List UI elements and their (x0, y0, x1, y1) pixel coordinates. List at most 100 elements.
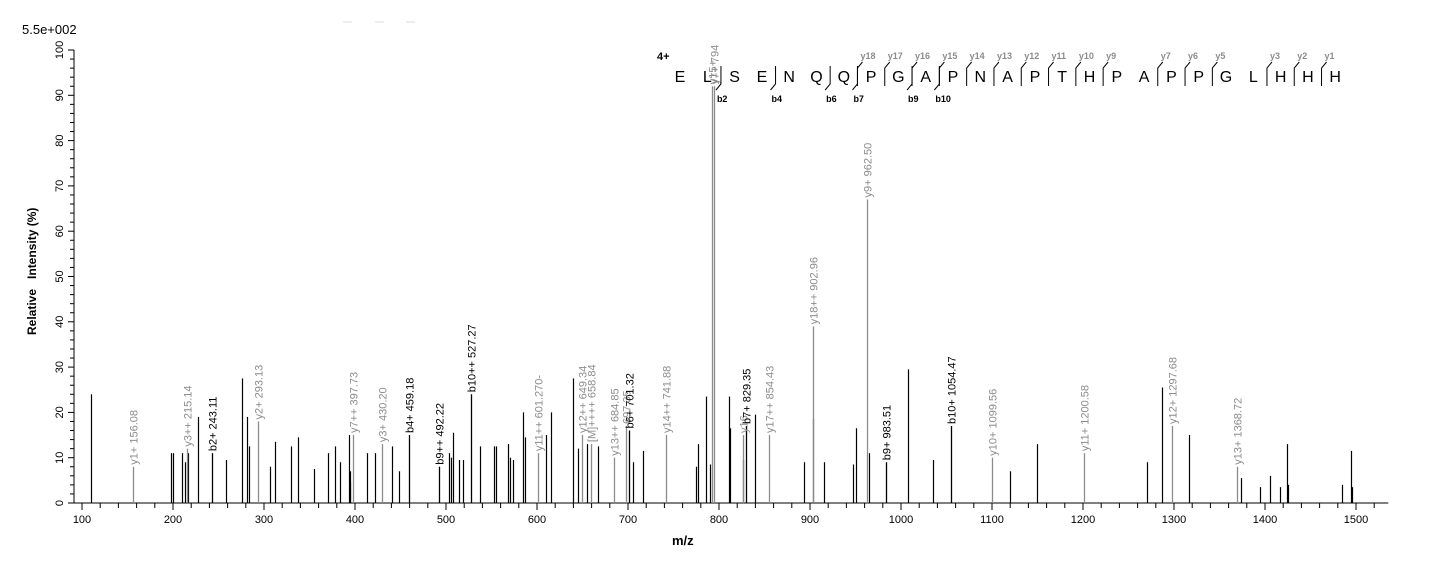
y-ion-marker (1266, 61, 1273, 86)
peak-label: y16 (739, 415, 751, 433)
x-tick-label: 600 (528, 514, 546, 526)
y-ion-label: y17 (888, 51, 903, 61)
peak-label: [M]++++ 658.84 (587, 364, 599, 442)
peak-label: y9+ 962.50 (863, 143, 875, 198)
y-ion-label: y7 (1161, 51, 1171, 61)
peak-label: b10+ 1054.47 (947, 356, 959, 424)
residue: E (757, 69, 768, 86)
y-ion-marker (1020, 61, 1027, 86)
peak-label: y18++ 902.96 (809, 257, 821, 324)
peak-label: y17++ 854.43 (765, 366, 777, 433)
peak-label: y2+ 293.13 (254, 365, 266, 420)
residue: H (1302, 69, 1314, 86)
x-tick-label: 1500 (1344, 514, 1368, 526)
y-ion-marker (938, 61, 945, 86)
y-ion-marker (1211, 61, 1218, 86)
residue: T (1057, 69, 1067, 86)
y-ion-label: y5 (1215, 51, 1225, 61)
residue: Q (838, 69, 850, 86)
peak-label: y3+ 430.20 (378, 387, 390, 442)
y-ion-marker (1102, 61, 1109, 86)
x-tick-label: 1000 (889, 514, 913, 526)
y-ion-marker (884, 61, 891, 86)
peak-label: y1+ 156.08 (129, 410, 141, 465)
residue: H (1275, 69, 1287, 86)
b-ion-label: b7 (853, 94, 864, 104)
b-ion-label: b6 (826, 94, 837, 104)
b-ion-label: b10 (935, 94, 951, 104)
peptide-sequence-map: 4+E L S E N Q Q P G A P N A P T H P A P P G L H H Hb2 b4 b6 b7 b9 b10… (657, 51, 1341, 104)
residue: S (729, 69, 740, 86)
y-ion-marker (1075, 61, 1082, 86)
b-ion-marker (906, 66, 913, 91)
y-ion-marker (1293, 61, 1300, 86)
peak-label: y14++ 741.88 (662, 366, 674, 433)
x-axis-label: m/z (672, 533, 694, 548)
residue: P (1166, 69, 1177, 86)
y-ion-label: y2 (1297, 51, 1307, 61)
y-ion-label: y16 (915, 51, 930, 61)
y-tick-label: 60 (54, 225, 66, 237)
x-tick-label: 100 (73, 514, 91, 526)
peak-label: b6+ 701.32 (625, 373, 637, 428)
residue: A (1002, 69, 1013, 86)
residue: N (783, 69, 795, 86)
y-ion-marker (856, 61, 863, 86)
y-tick-label: 50 (54, 270, 66, 282)
x-tick-label: 700 (619, 514, 637, 526)
y-ion-marker (1321, 61, 1327, 86)
y-ion-label: y6 (1188, 51, 1198, 61)
peak-label: y13+ 1368.72 (1233, 398, 1245, 465)
x-tick-label: 1200 (1071, 514, 1095, 526)
residue: G (1220, 69, 1232, 86)
y-ion-label: y11 (1052, 51, 1067, 61)
base-peak-scale-label: 5.5e+002 (22, 22, 77, 37)
x-tick-label: 1100 (980, 514, 1004, 526)
chart-axes: 100 200 300 400 500 600 700 800 900 1000 1100 1200 1… (54, 41, 1389, 526)
y-ion-label: y15 (942, 51, 957, 61)
x-tick-label: 1300 (1162, 514, 1186, 526)
peak-label: y3++ 215.14 (183, 385, 195, 446)
peak-label: b7+ 829.35 (742, 369, 754, 424)
y-ion-label: y10 (1079, 51, 1094, 61)
y-tick-label: 40 (54, 316, 66, 328)
b-ion-marker (933, 66, 940, 91)
b-ion-marker (715, 66, 722, 91)
y-ion-label: y18 (860, 51, 875, 61)
x-tick-label: 200 (164, 514, 182, 526)
y-tick-label: 90 (54, 89, 66, 101)
y-ion-marker (911, 61, 918, 86)
y-ion-label: y13 (997, 51, 1012, 61)
peak-label: b2+ 243.11 (208, 397, 220, 452)
x-tick-label: 1400 (1253, 514, 1277, 526)
y-ion-marker (1157, 61, 1164, 86)
y-tick-label: 30 (54, 361, 66, 373)
residue: A (920, 69, 931, 86)
residue: L (1249, 69, 1258, 86)
b-ion-label: b4 (772, 94, 783, 104)
b-ion-label: b2 (717, 94, 728, 104)
residue: P (1111, 69, 1122, 86)
residue: E (675, 69, 686, 86)
peak-label: y11+ 1200.58 (1080, 385, 1092, 451)
x-tick-label: 500 (437, 514, 455, 526)
peak-label: y11++ 601.270- (534, 375, 546, 452)
charge-state-label: 4+ (657, 51, 670, 63)
y-ion-marker (1184, 61, 1191, 86)
peak-label: b9+ 983.51 (882, 405, 894, 460)
peak-bars (90, 86, 1354, 503)
y-ion-marker (1048, 61, 1054, 86)
residue: H (1329, 69, 1341, 86)
b-ion-label: b9 (908, 94, 919, 104)
peak-label: b10++ 527.27 (467, 324, 479, 392)
x-tick-label: 900 (801, 514, 819, 526)
peak-label: y13++ 684.85 (610, 388, 622, 455)
residue: P (1193, 69, 1204, 86)
y-ion-marker (993, 61, 1000, 86)
y-ion-label: y12 (1024, 51, 1039, 61)
x-tick-label: 800 (710, 514, 728, 526)
y-ion-label: y14 (970, 51, 985, 61)
y-tick-label: 100 (54, 41, 66, 59)
y-tick-label: 20 (54, 406, 66, 418)
